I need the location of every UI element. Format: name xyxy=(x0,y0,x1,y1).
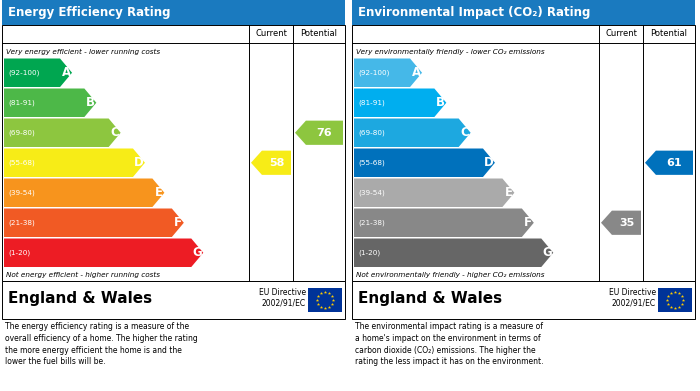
Text: Very environmentally friendly - lower CO₂ emissions: Very environmentally friendly - lower CO… xyxy=(356,49,545,55)
Text: (1-20): (1-20) xyxy=(358,249,380,256)
Bar xyxy=(2,0,345,25)
Text: B: B xyxy=(86,96,95,109)
Text: C: C xyxy=(461,126,469,139)
Text: 61: 61 xyxy=(666,158,682,168)
Bar xyxy=(2,25,345,281)
Polygon shape xyxy=(251,151,291,175)
Text: England & Wales: England & Wales xyxy=(8,291,152,305)
Text: E: E xyxy=(505,186,512,199)
Bar xyxy=(308,288,342,312)
Text: A: A xyxy=(62,66,71,79)
Polygon shape xyxy=(354,179,514,207)
Text: G: G xyxy=(542,246,552,259)
Polygon shape xyxy=(354,59,422,87)
Text: (81-91): (81-91) xyxy=(8,99,35,106)
Text: (39-54): (39-54) xyxy=(358,190,385,196)
Bar xyxy=(352,0,695,25)
Text: (55-68): (55-68) xyxy=(358,160,385,166)
Text: (1-20): (1-20) xyxy=(8,249,30,256)
Polygon shape xyxy=(4,59,72,87)
Polygon shape xyxy=(354,208,534,237)
Text: D: D xyxy=(134,156,144,169)
Text: The energy efficiency rating is a measure of the
overall efficiency of a home. T: The energy efficiency rating is a measur… xyxy=(5,322,197,366)
Text: G: G xyxy=(193,246,202,259)
Text: (55-68): (55-68) xyxy=(8,160,35,166)
Polygon shape xyxy=(354,88,447,117)
Bar xyxy=(352,281,695,319)
Polygon shape xyxy=(4,88,97,117)
Text: (92-100): (92-100) xyxy=(358,70,389,76)
Text: (39-54): (39-54) xyxy=(8,190,35,196)
Text: (21-38): (21-38) xyxy=(8,219,35,226)
Text: Potential: Potential xyxy=(650,29,687,38)
Polygon shape xyxy=(354,118,470,147)
Text: B: B xyxy=(436,96,445,109)
Text: (69-80): (69-80) xyxy=(358,129,385,136)
Text: Potential: Potential xyxy=(300,29,337,38)
Text: E: E xyxy=(155,186,162,199)
Text: Energy Efficiency Rating: Energy Efficiency Rating xyxy=(8,6,171,19)
Text: EU Directive
2002/91/EC: EU Directive 2002/91/EC xyxy=(259,288,306,308)
Text: (92-100): (92-100) xyxy=(8,70,39,76)
Text: Very energy efficient - lower running costs: Very energy efficient - lower running co… xyxy=(6,49,160,55)
Text: The environmental impact rating is a measure of
a home's impact on the environme: The environmental impact rating is a mea… xyxy=(355,322,543,366)
Text: D: D xyxy=(484,156,494,169)
Bar xyxy=(658,288,692,312)
Polygon shape xyxy=(645,151,693,175)
Text: A: A xyxy=(412,66,421,79)
Text: (21-38): (21-38) xyxy=(358,219,385,226)
Polygon shape xyxy=(295,121,343,145)
Text: (69-80): (69-80) xyxy=(8,129,35,136)
Text: EU Directive
2002/91/EC: EU Directive 2002/91/EC xyxy=(609,288,656,308)
Bar xyxy=(2,281,345,319)
Polygon shape xyxy=(354,239,553,267)
Text: F: F xyxy=(524,216,532,229)
Text: Environmental Impact (CO₂) Rating: Environmental Impact (CO₂) Rating xyxy=(358,6,590,19)
Text: Not energy efficient - higher running costs: Not energy efficient - higher running co… xyxy=(6,272,160,278)
Text: England & Wales: England & Wales xyxy=(358,291,502,305)
Text: Current: Current xyxy=(605,29,637,38)
Polygon shape xyxy=(4,149,145,177)
Polygon shape xyxy=(4,208,184,237)
Text: F: F xyxy=(174,216,182,229)
Text: Current: Current xyxy=(255,29,287,38)
Polygon shape xyxy=(354,149,495,177)
Text: (81-91): (81-91) xyxy=(358,99,385,106)
Polygon shape xyxy=(601,211,641,235)
Text: C: C xyxy=(111,126,119,139)
Polygon shape xyxy=(4,239,203,267)
Text: 35: 35 xyxy=(619,218,634,228)
Text: Not environmentally friendly - higher CO₂ emissions: Not environmentally friendly - higher CO… xyxy=(356,272,545,278)
Bar xyxy=(352,25,695,281)
Polygon shape xyxy=(4,118,120,147)
Text: 58: 58 xyxy=(269,158,284,168)
Text: 76: 76 xyxy=(316,128,332,138)
Polygon shape xyxy=(4,179,164,207)
